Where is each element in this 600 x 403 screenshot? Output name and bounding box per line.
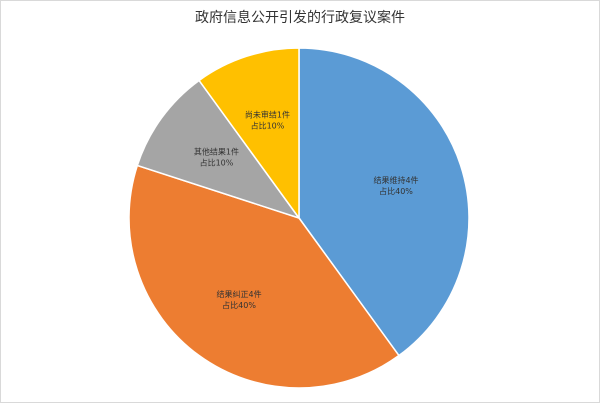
pie-slice bbox=[136, 79, 301, 220]
slice-label: 其他结果1件 bbox=[194, 147, 239, 157]
slice-value-label: 占比10% bbox=[251, 120, 285, 130]
pie-slice bbox=[128, 164, 400, 389]
slice-value-label: 占比10% bbox=[200, 158, 234, 168]
pie-slice bbox=[198, 47, 300, 221]
pie-slice bbox=[298, 47, 470, 357]
slice-label: 尚未审结1件 bbox=[245, 109, 290, 119]
slice-label: 结果纠正4件 bbox=[216, 289, 261, 299]
slice-value-label: 占比40% bbox=[379, 186, 413, 196]
slice-value-label: 占比40% bbox=[222, 300, 256, 310]
chart-title: 政府信息公开引发的行政复议案件 bbox=[195, 9, 405, 26]
slice-label: 结果维持4件 bbox=[373, 175, 418, 185]
